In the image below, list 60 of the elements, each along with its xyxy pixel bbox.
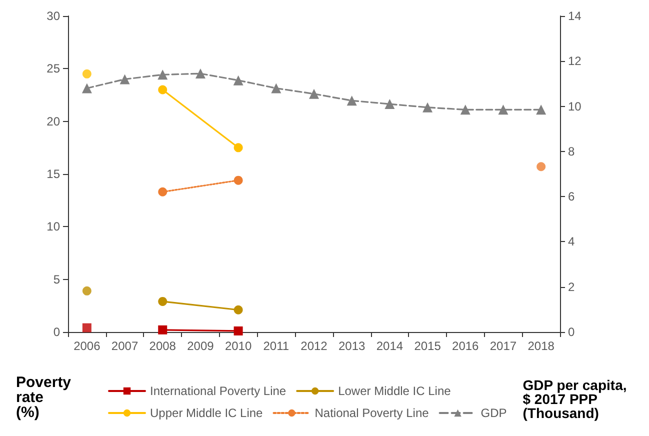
point xyxy=(234,326,243,336)
point xyxy=(158,296,168,306)
x-tick-label: 2008 xyxy=(149,339,176,353)
legend-label: Upper Middle IC Line xyxy=(150,406,264,420)
point xyxy=(234,305,243,314)
point xyxy=(158,70,168,80)
x-tick-label: 2018 xyxy=(528,339,555,353)
point xyxy=(195,68,206,79)
y2-tick-label: 0 xyxy=(568,325,575,339)
y2-axis-title: GDP per capita, $ 2017 PPP (Thousand) xyxy=(522,377,627,421)
point xyxy=(460,104,470,115)
y2-tick-label: 8 xyxy=(568,144,575,158)
legend-label: National Poverty Line xyxy=(314,406,430,420)
point xyxy=(82,286,92,296)
x-tick-label: 2014 xyxy=(376,339,404,353)
x-tick-label: 2015 xyxy=(414,339,442,353)
point xyxy=(271,83,282,94)
y-tick-label: 25 xyxy=(46,62,60,76)
x-tick-label: 2007 xyxy=(111,339,138,353)
point xyxy=(233,75,244,86)
point xyxy=(234,176,243,185)
legend-label: GDP xyxy=(480,406,507,420)
x-tick-label: 2006 xyxy=(74,339,101,353)
legend-label: Lower Middle IC Line xyxy=(338,384,452,398)
point xyxy=(498,104,508,115)
y-tick-label: 30 xyxy=(46,9,60,23)
y-tick-label: 15 xyxy=(46,167,60,181)
y2-tick-label: 4 xyxy=(568,234,575,249)
y2-tick-label: 6 xyxy=(568,190,575,204)
y2-tick-label: 14 xyxy=(568,9,582,23)
y-tick-label: 20 xyxy=(46,114,60,128)
x-tick-label: 2013 xyxy=(338,339,366,353)
point xyxy=(158,85,168,94)
x-tick-label: 2011 xyxy=(263,339,290,353)
point xyxy=(346,96,357,106)
point xyxy=(82,323,92,332)
point xyxy=(158,325,168,334)
point xyxy=(309,88,319,99)
point xyxy=(234,143,243,152)
y2-tick-label: 2 xyxy=(568,280,575,294)
x-tick-label: 2009 xyxy=(187,339,214,353)
x-tick-label: 2010 xyxy=(224,339,252,353)
point xyxy=(536,162,546,172)
x-tick-label: 2012 xyxy=(300,339,328,353)
y2-tick-label: 10 xyxy=(568,99,582,114)
point xyxy=(384,99,395,110)
y-tick-label: 10 xyxy=(46,220,60,234)
legend-label: International Poverty Line xyxy=(150,384,286,398)
point xyxy=(422,102,433,112)
y-tick-label: 5 xyxy=(53,272,60,286)
point xyxy=(158,187,168,196)
x-tick-label: 2016 xyxy=(452,339,480,353)
x-tick-label: 2017 xyxy=(490,339,517,353)
y-axis-title: Poverty rate (%) xyxy=(16,374,72,421)
point xyxy=(120,74,130,84)
y2-tick-label: 12 xyxy=(568,54,582,68)
point xyxy=(536,104,546,115)
y-tick-label: 0 xyxy=(53,325,60,339)
point xyxy=(82,69,92,78)
point xyxy=(82,83,92,94)
